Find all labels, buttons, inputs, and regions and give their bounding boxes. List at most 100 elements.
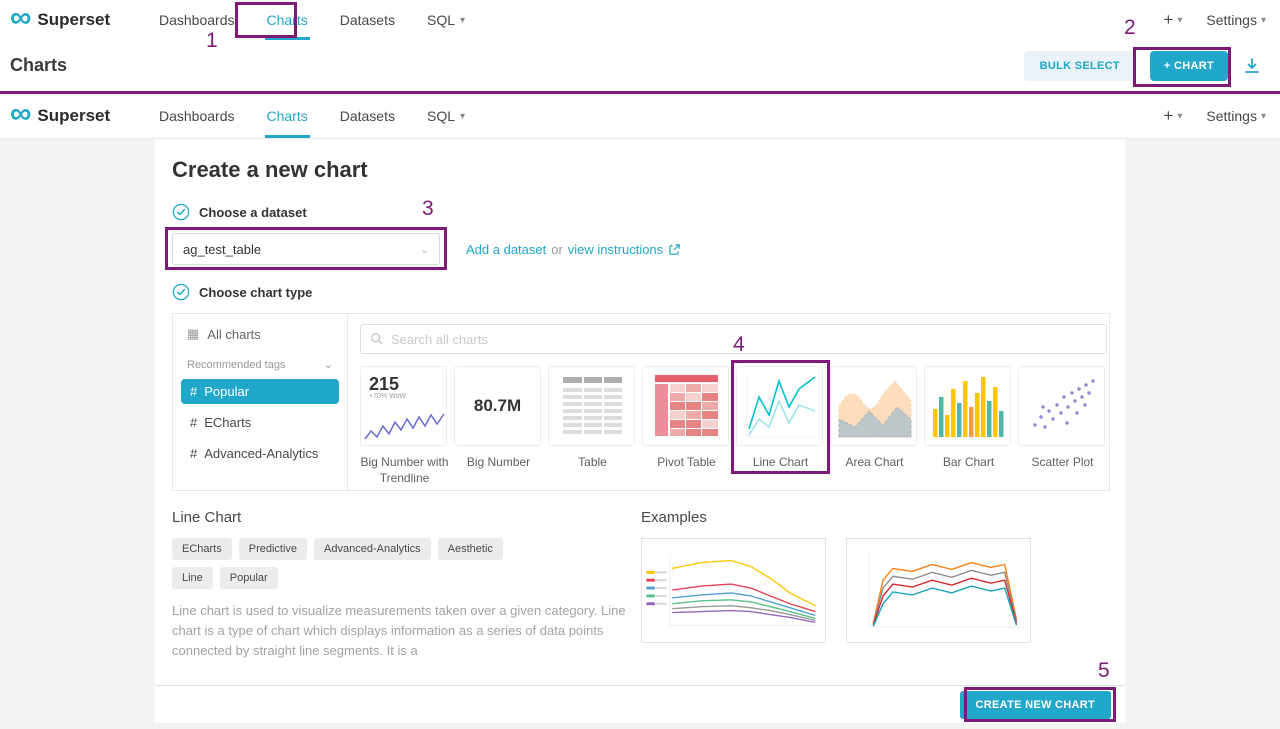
brand-name: Superset: [37, 106, 111, 125]
charts-page-header: Charts BULK SELECT + CHART: [0, 40, 1280, 91]
chart-type-panel: ▦ All charts Recommended tags ⌄ # Popula…: [172, 313, 1110, 491]
card-big-number-trendline[interactable]: 215 +70% WoW Big Number with Trendline: [360, 366, 449, 486]
page-title: Charts: [10, 55, 68, 75]
line-chart-thumbnail: [746, 375, 817, 438]
pivot-table-thumbnail: [655, 375, 718, 436]
card-pivot-table[interactable]: Pivot Table: [642, 366, 731, 486]
chart-type-details: Line Chart ECharts Predictive Advanced-A…: [172, 505, 1110, 661]
header-actions: BULK SELECT + CHART: [1023, 50, 1262, 81]
dataset-select[interactable]: ag_test_table ⌄: [172, 233, 440, 265]
create-chart-page: Create a new chart Choose a dataset ag_t…: [0, 139, 1280, 729]
card-big-number[interactable]: 80.7M Big Number: [454, 366, 543, 486]
dataset-select-value: ag_test_table: [183, 241, 262, 257]
new-menu-button[interactable]: + ▾: [1163, 106, 1183, 125]
create-new-chart-button[interactable]: CREATE NEW CHART: [959, 690, 1111, 719]
tag-pill: ECharts: [172, 538, 232, 560]
details-left: Line Chart ECharts Predictive Advanced-A…: [172, 505, 627, 661]
bar-chart-thumbnail: [933, 377, 1004, 437]
tag-pill: Aesthetic: [437, 538, 503, 560]
details-right: Examples: [641, 505, 1031, 661]
card-area-chart[interactable]: Area Chart: [830, 366, 919, 486]
nav-item-sql[interactable]: SQL ▾: [426, 12, 466, 28]
chart-tags: ECharts Predictive Advanced-Analytics Ae…: [172, 538, 532, 589]
caret-down-icon: ▾: [1260, 14, 1266, 26]
search-icon: [371, 333, 383, 345]
nav-right: + ▾ Settings ▾: [1163, 0, 1266, 40]
tag-pill: Popular: [219, 567, 278, 589]
chevron-down-icon: ⌄: [323, 359, 333, 371]
new-menu-button[interactable]: + ▾: [1163, 10, 1183, 29]
trendline-sparkline: [364, 413, 445, 440]
caret-down-icon: ▾: [1177, 110, 1183, 122]
add-dataset-link[interactable]: Add a dataset: [466, 241, 547, 257]
big-number-trendline-delta: +70% WoW: [369, 393, 407, 400]
card-table[interactable]: Table: [548, 366, 637, 486]
superset-logo-icon: ∞: [10, 97, 32, 130]
nav-item-sql[interactable]: SQL ▾: [426, 108, 466, 124]
nav-item-dashboards[interactable]: Dashboards: [159, 12, 235, 28]
big-number-value: 80.7M: [473, 396, 522, 415]
card-line-chart[interactable]: Line Chart: [736, 366, 825, 486]
download-button[interactable]: [1242, 56, 1262, 76]
caret-down-icon: ▾: [1177, 14, 1183, 26]
superset-brand[interactable]: ∞ Superset: [10, 0, 137, 40]
nav-item-charts[interactable]: Charts: [264, 94, 310, 138]
step-choose-chart-type: Choose chart type: [172, 283, 1110, 301]
settings-menu-button[interactable]: Settings ▾: [1206, 12, 1266, 28]
superset-logo-icon: ∞: [10, 1, 32, 34]
create-chart-card: Create a new chart Choose a dataset ag_t…: [155, 139, 1125, 685]
step-choose-dataset: Choose a dataset: [172, 203, 1110, 221]
download-icon: [1245, 57, 1259, 73]
card-bar-chart[interactable]: Bar Chart: [924, 366, 1013, 486]
caret-down-icon: ▾: [460, 110, 466, 122]
tag-pill: Predictive: [238, 538, 308, 560]
line-chart-example-2: [846, 538, 1031, 643]
chart-search-input[interactable]: [391, 331, 1097, 347]
nav-right: + ▾ Settings ▾: [1163, 94, 1266, 138]
top-navbar: ∞ Superset Dashboards Charts Datasets SQ…: [0, 0, 1280, 40]
chart-type-cards: 215 +70% WoW Big Number with Trendline 8…: [360, 366, 1107, 486]
selected-chart-name: Line Chart: [172, 509, 242, 526]
tag-pill: Line: [172, 567, 213, 589]
chart-type-main: 215 +70% WoW Big Number with Trendline 8…: [348, 314, 1119, 490]
create-chart-title: Create a new chart: [172, 157, 368, 182]
nav-item-datasets[interactable]: Datasets: [339, 12, 395, 28]
nav-item-datasets[interactable]: Datasets: [339, 108, 395, 124]
table-thumbnail: [563, 377, 622, 434]
scatter-plot-thumbnail: [1033, 379, 1095, 429]
card-scatter-plot[interactable]: Scatter Plot: [1018, 366, 1107, 486]
sidebar-tag-popular[interactable]: # Popular: [181, 379, 339, 404]
nav-item-dashboards[interactable]: Dashboards: [159, 108, 235, 124]
modal-footer: CREATE NEW CHART: [155, 685, 1125, 723]
or-label: or: [551, 241, 563, 257]
chevron-down-icon: ⌄: [419, 243, 429, 256]
view-instructions-link[interactable]: view instructions: [567, 241, 664, 257]
examples-row: [641, 538, 1031, 643]
grid-icon: ▦: [187, 326, 200, 341]
sidebar-tag-advanced-analytics[interactable]: # Advanced-Analytics: [190, 446, 319, 461]
area-chart-thumbnail: [838, 380, 912, 438]
external-link-icon: [669, 243, 680, 255]
recommended-tags-header[interactable]: Recommended tags ⌄: [187, 358, 333, 372]
superset-brand[interactable]: ∞ Superset: [10, 94, 137, 138]
settings-menu-button[interactable]: Settings ▾: [1206, 108, 1266, 124]
big-number-trendline-value: 215: [369, 374, 400, 394]
new-chart-button[interactable]: + CHART: [1149, 50, 1228, 81]
check-circle-icon: [172, 283, 190, 301]
caret-down-icon: ▾: [460, 14, 466, 26]
caret-down-icon: ▾: [1260, 110, 1266, 122]
dataset-row: ag_test_table ⌄ Add a dataset or view in…: [172, 233, 1110, 265]
sidebar-tag-echarts[interactable]: # ECharts: [190, 415, 252, 430]
tag-pill: Advanced-Analytics: [314, 538, 431, 560]
nav-item-charts[interactable]: Charts: [264, 0, 310, 40]
nav-links: Dashboards Charts Datasets SQL ▾: [157, 0, 467, 40]
chart-type-sidebar: ▦ All charts Recommended tags ⌄ # Popula…: [173, 314, 348, 490]
nav-links: Dashboards Charts Datasets SQL ▾: [157, 94, 467, 138]
bulk-select-button[interactable]: BULK SELECT: [1023, 50, 1136, 81]
check-circle-icon: [172, 203, 190, 221]
all-charts-item[interactable]: ▦ All charts: [187, 326, 261, 342]
line-chart-example-1: [641, 538, 826, 643]
chart-description: Line chart is used to visualize measurem…: [172, 603, 626, 658]
second-navbar: ∞ Superset Dashboards Charts Datasets SQ…: [0, 94, 1280, 139]
dataset-links: Add a dataset or view instructions: [466, 242, 681, 257]
